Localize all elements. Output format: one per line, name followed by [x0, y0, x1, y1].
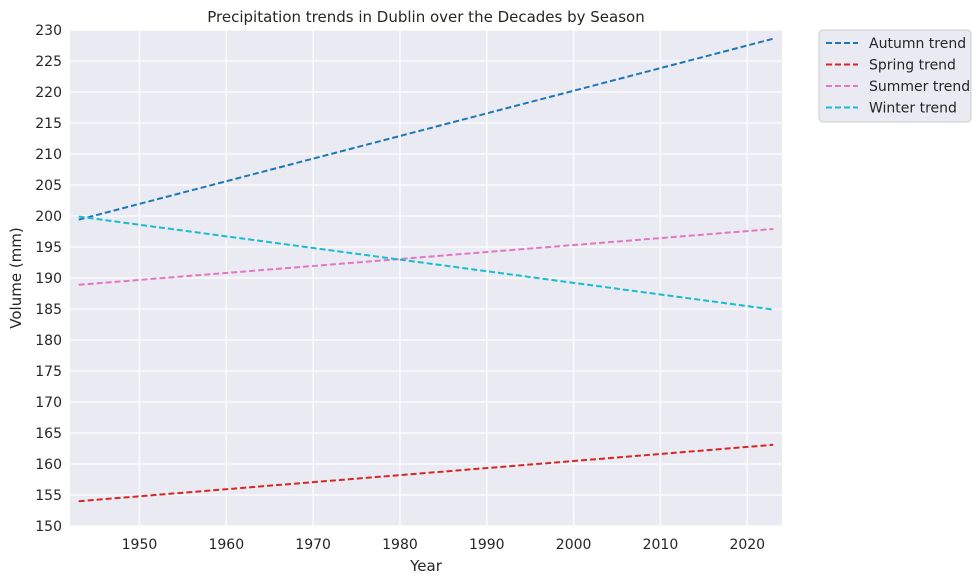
y-tick-label: 190: [35, 271, 62, 287]
y-tick-label: 195: [35, 240, 62, 256]
y-tick-label: 210: [35, 147, 62, 163]
y-tick-label: 150: [35, 519, 62, 535]
legend-frame: [818, 29, 972, 123]
series-lines: [78, 37, 774, 503]
y-tick-label: 165: [35, 426, 62, 442]
x-tick-label: 1990: [469, 537, 505, 553]
x-tick-label: 1950: [122, 537, 158, 553]
x-axis: 1950 1960 1970 1980 1990 2000 2010 2020: [122, 537, 765, 553]
grid: [70, 29, 782, 527]
chart-title: Precipitation trends in Dublin over the …: [207, 8, 644, 26]
x-tick-label: 2010: [643, 537, 679, 553]
x-tick-label: 1970: [295, 537, 331, 553]
y-tick-label: 175: [35, 364, 62, 380]
x-tick-label: 2000: [556, 537, 592, 553]
legend-label-winter-trend: Winter trend: [869, 101, 957, 117]
y-tick-label: 225: [35, 54, 62, 70]
y-tick-label: 200: [35, 209, 62, 225]
y-tick-label: 205: [35, 178, 62, 194]
x-tick-label: 1980: [382, 537, 418, 553]
legend-label-autumn-trend: Autumn trend: [869, 36, 966, 52]
series-line-summer-trend: [78, 228, 774, 286]
y-tick-label: 160: [35, 457, 62, 473]
y-tick-label: 185: [35, 302, 62, 318]
y-tick-label: 230: [35, 23, 62, 39]
legend: Autumn trend Spring trend Summer trend Wint…: [818, 29, 972, 123]
legend-label-spring-trend: Spring trend: [869, 58, 956, 74]
y-axis: 150 155 160 165 170 175 180 185 190 195 200 205 210 2…: [35, 23, 62, 535]
legend-label-summer-trend: Summer trend: [869, 79, 970, 95]
x-tick-label: 2020: [729, 537, 765, 553]
y-tick-label: 180: [35, 333, 62, 349]
y-tick-label: 215: [35, 116, 62, 132]
y-axis-label: Volume (mm): [7, 227, 25, 328]
x-axis-label: Year: [409, 557, 443, 575]
series-line-spring-trend: [78, 443, 774, 503]
series-line-autumn-trend: [78, 37, 774, 221]
y-tick-label: 170: [35, 395, 62, 411]
y-tick-label: 220: [35, 85, 62, 101]
y-tick-label: 155: [35, 488, 62, 504]
x-tick-label: 1960: [208, 537, 244, 553]
